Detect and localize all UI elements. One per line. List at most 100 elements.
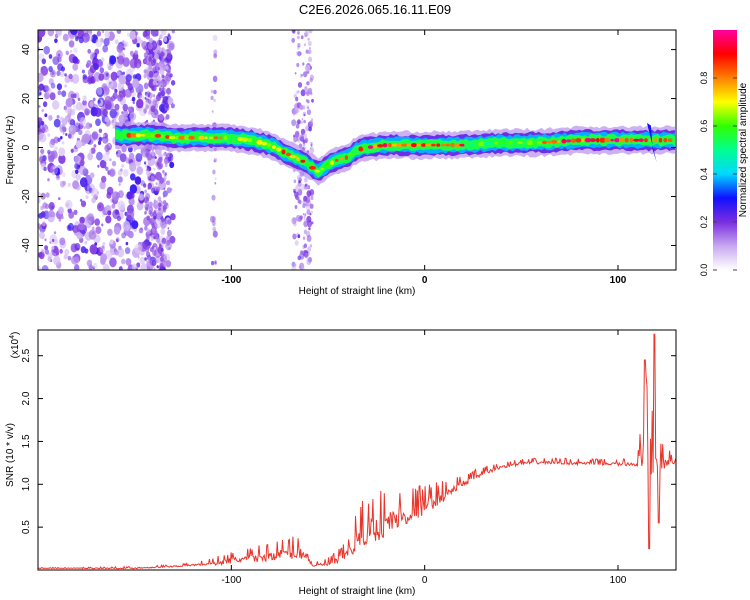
noise-speck	[162, 170, 165, 174]
noise-speck	[132, 78, 139, 88]
noise-speck	[160, 256, 164, 262]
noise-speck	[89, 172, 95, 179]
noise-speck	[158, 202, 162, 208]
noise-speck	[298, 179, 301, 184]
noise-speck	[156, 80, 159, 84]
noise-speck	[122, 71, 125, 76]
noise-speck	[310, 143, 313, 147]
noise-speck	[299, 134, 305, 142]
noise-speck	[300, 35, 304, 40]
noise-speck	[302, 267, 305, 270]
x-tick-label: -100	[221, 275, 241, 286]
noise-speck	[62, 33, 69, 42]
noise-speck	[153, 236, 156, 240]
noise-speck	[166, 235, 172, 243]
noise-speck	[306, 235, 312, 242]
noise-speck	[151, 86, 155, 91]
noise-speck	[80, 246, 87, 254]
noise-speck	[122, 57, 130, 67]
noise-speck	[296, 62, 300, 68]
ridge-peak	[314, 169, 321, 173]
noise-speck	[138, 89, 142, 93]
noise-speck	[38, 265, 41, 270]
noise-speck	[291, 119, 297, 127]
ridge-peak	[377, 144, 384, 148]
noise-speck	[212, 34, 218, 41]
noise-speck	[112, 209, 120, 220]
noise-speck	[146, 215, 151, 221]
ridge-peak	[247, 138, 252, 143]
ridge-peak	[614, 138, 620, 143]
noise-speck	[97, 99, 101, 104]
noise-speck	[91, 197, 96, 204]
noise-speck	[151, 59, 156, 66]
noise-speck	[56, 174, 60, 179]
ridge-peak	[188, 135, 196, 140]
ridge-peak	[324, 163, 330, 168]
ridge-peak	[198, 135, 205, 140]
noise-speck	[55, 251, 60, 256]
noise-speck	[97, 140, 102, 145]
x-tick-label: 100	[610, 575, 627, 586]
noise-speck	[149, 51, 155, 59]
noise-speck	[86, 60, 92, 67]
ridge-peak	[508, 140, 514, 145]
noise-speck	[118, 266, 123, 270]
noise-speck	[75, 120, 80, 127]
noise-speck	[164, 172, 167, 176]
y-tick-label: 1.0	[21, 477, 32, 491]
noise-speck	[122, 103, 129, 112]
ridge-peak	[547, 140, 552, 144]
noise-speck	[131, 220, 139, 230]
noise-speck	[306, 81, 310, 86]
noise-speck	[158, 240, 161, 244]
noise-speck	[145, 104, 149, 110]
noise-speck	[295, 184, 301, 192]
noise-speck	[166, 229, 172, 237]
noise-speck	[89, 244, 98, 255]
noise-speck	[124, 247, 131, 255]
noise-speck	[129, 162, 137, 172]
noise-speck	[134, 243, 143, 254]
noise-speck	[302, 213, 305, 216]
noise-speck	[52, 56, 60, 65]
noise-speck	[311, 118, 313, 121]
noise-speck	[152, 80, 156, 86]
noise-speck	[308, 30, 313, 34]
noise-speck	[300, 183, 306, 191]
noise-speck	[101, 175, 107, 183]
noise-speck	[101, 214, 105, 218]
noise-speck	[50, 82, 56, 89]
noise-speck	[124, 43, 127, 47]
noise-speck	[65, 133, 68, 136]
noise-speck	[299, 252, 305, 260]
noise-speck	[303, 133, 307, 139]
noise-speck	[43, 166, 47, 172]
noise-speck	[303, 113, 306, 117]
figure-title: C2E6.2026.065.16.11.E09	[298, 2, 452, 17]
noise-speck	[163, 99, 167, 104]
noise-speck	[162, 152, 166, 157]
noise-speck	[118, 74, 126, 85]
noise-speck	[302, 203, 306, 209]
noise-speck	[148, 241, 152, 246]
noise-speck	[144, 96, 147, 100]
noise-speck	[75, 140, 82, 149]
noise-speck	[67, 182, 71, 187]
noise-speck	[291, 217, 297, 225]
noise-speck	[149, 219, 153, 224]
noise-speck	[80, 199, 83, 202]
colorbar-label: Normalized spectral amplitude	[738, 82, 749, 217]
ridge-peak	[459, 143, 466, 147]
noise-speck	[148, 206, 154, 213]
y-tick-label: 0.5	[21, 520, 32, 534]
noise-speck	[65, 199, 73, 210]
noise-speck	[64, 73, 67, 77]
noise-speck	[69, 126, 73, 132]
noise-speck	[111, 203, 116, 209]
ridge-peak	[304, 162, 312, 166]
noise-speck	[308, 126, 312, 132]
noise-speck	[143, 82, 149, 90]
noise-speck	[211, 194, 216, 201]
